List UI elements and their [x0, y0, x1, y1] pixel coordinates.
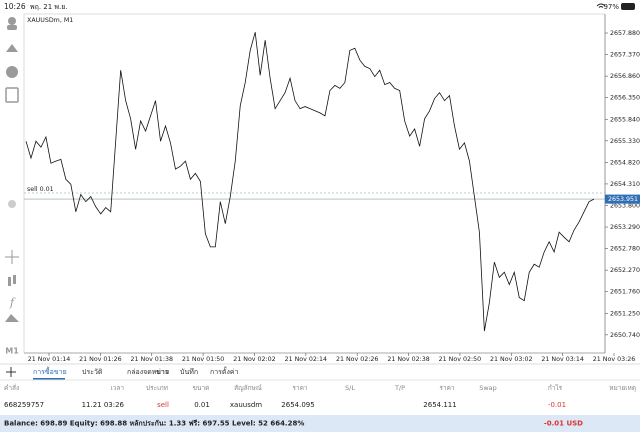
- y-tick-label: 2655.840: [610, 116, 640, 123]
- icon-indicators[interactable]: f: [9, 296, 16, 309]
- column-header: S/L: [345, 384, 355, 392]
- x-tick-label: 21 Nov 01:26: [79, 356, 121, 363]
- balance-bar-bg: [0, 415, 640, 432]
- y-tick-label: 2650.740: [610, 332, 640, 339]
- icon-candles-2: [13, 275, 16, 284]
- tab[interactable]: กล่องจดหมาย: [127, 368, 169, 376]
- column-header: ประเภท: [146, 384, 168, 392]
- icon-new[interactable]: [5, 87, 19, 103]
- add-button[interactable]: [6, 367, 16, 377]
- panel-bg: [0, 364, 640, 447]
- wifi-icon: [596, 3, 606, 8]
- battery-icon: [621, 3, 635, 10]
- balance-summary: Balance: 698.89 Equity: 698.88 หลักประกั…: [4, 420, 304, 428]
- tab[interactable]: บันทึก: [180, 367, 198, 376]
- column-header: ราคา: [439, 384, 454, 392]
- column-header: คำสั่ง: [4, 383, 19, 392]
- price-line: [25, 32, 595, 332]
- icon-objects[interactable]: [5, 314, 19, 322]
- chart: XAUUSDm, M1: [23, 13, 606, 354]
- tab[interactable]: การซื้อขาย: [33, 365, 67, 376]
- column-header: หมายเหตุ: [609, 384, 636, 392]
- x-tick-label: 21 Nov 01:50: [182, 356, 224, 363]
- x-tick-label: 21 Nov 01:38: [131, 356, 173, 363]
- y-tick-label: 2654.310: [610, 181, 640, 188]
- y-tick-label: 2652.780: [610, 246, 640, 253]
- x-tick-label: 21 Nov 02:38: [387, 356, 429, 363]
- status-battery: 97%: [603, 3, 619, 11]
- table-cell[interactable]: 668259757: [4, 401, 44, 409]
- y-tick-label: 2652.270: [610, 267, 640, 274]
- table-cell: 2654.111: [423, 401, 456, 409]
- icon-account-body: [7, 25, 17, 30]
- column-header: Swap: [479, 384, 497, 392]
- y-tick-label: 2654.820: [610, 159, 640, 166]
- tab-underline: [33, 378, 65, 380]
- x-tick-label: 21 Nov 02:02: [233, 356, 275, 363]
- column-header: กำไร: [548, 384, 563, 392]
- y-tick-label: 2651.250: [610, 310, 640, 317]
- column-header: เวลา: [110, 384, 124, 392]
- table-cell: 11.21 03:26: [82, 401, 125, 409]
- icon-chat[interactable]: [6, 66, 18, 78]
- y-tick-label: 2656.860: [610, 73, 640, 80]
- balance-profit: -0.01 USD: [544, 420, 583, 428]
- y-tick-label: 2657.370: [610, 52, 640, 59]
- tab[interactable]: ประวัติ: [82, 368, 103, 376]
- column-header: ราคา: [292, 384, 307, 392]
- current-price-label: 2653.951: [608, 196, 638, 203]
- x-tick-label: 21 Nov 01:14: [28, 356, 70, 363]
- table-cell: -0.01: [548, 401, 566, 409]
- icon-crosshair[interactable]: [5, 250, 19, 264]
- y-tick-label: 2655.330: [610, 138, 640, 145]
- x-tick-label: 21 Nov 02:50: [439, 356, 481, 363]
- tab[interactable]: การตั้งค่า: [210, 365, 239, 376]
- y-tick-label: 2657.880: [610, 30, 640, 37]
- chart-title: XAUUSDm, M1: [27, 17, 73, 24]
- order-line-label: sell 0.01: [27, 186, 54, 193]
- x-tick-label: 21 Nov 02:26: [336, 356, 378, 363]
- status-time: 10:26: [4, 2, 26, 11]
- timeframe-button[interactable]: M1: [5, 347, 19, 356]
- current-price-box: [605, 194, 640, 204]
- tab[interactable]: ข่าว: [156, 368, 169, 376]
- sidebar: f: [5, 17, 19, 322]
- x-tick-label: 21 Nov 03:26: [593, 356, 635, 363]
- column-header: T/P: [394, 384, 405, 392]
- icon-trade[interactable]: [6, 44, 18, 52]
- column-header: สัญลักษณ์: [234, 384, 262, 392]
- table-cell: sell: [157, 401, 169, 409]
- table-cell: 2654.095: [281, 401, 314, 409]
- icon-candles[interactable]: [8, 277, 11, 286]
- icon-account[interactable]: [8, 17, 16, 25]
- x-tick-label: 21 Nov 03:02: [490, 356, 532, 363]
- y-tick-label: 2653.290: [610, 224, 640, 231]
- table-cell: 0.01: [194, 401, 210, 409]
- y-tick-label: 2653.800: [610, 202, 640, 209]
- status-date: พฤ. 21 พ.ย.: [30, 3, 68, 11]
- table-cell: xauusdm: [230, 401, 262, 409]
- icon-cursor[interactable]: [8, 200, 16, 208]
- column-header: ขนาด: [193, 384, 210, 392]
- x-tick-label: 21 Nov 03:14: [541, 356, 583, 363]
- y-tick-label: 2651.760: [610, 289, 640, 296]
- y-tick-label: 2656.350: [610, 95, 640, 102]
- x-tick-label: 21 Nov 02:14: [285, 356, 327, 363]
